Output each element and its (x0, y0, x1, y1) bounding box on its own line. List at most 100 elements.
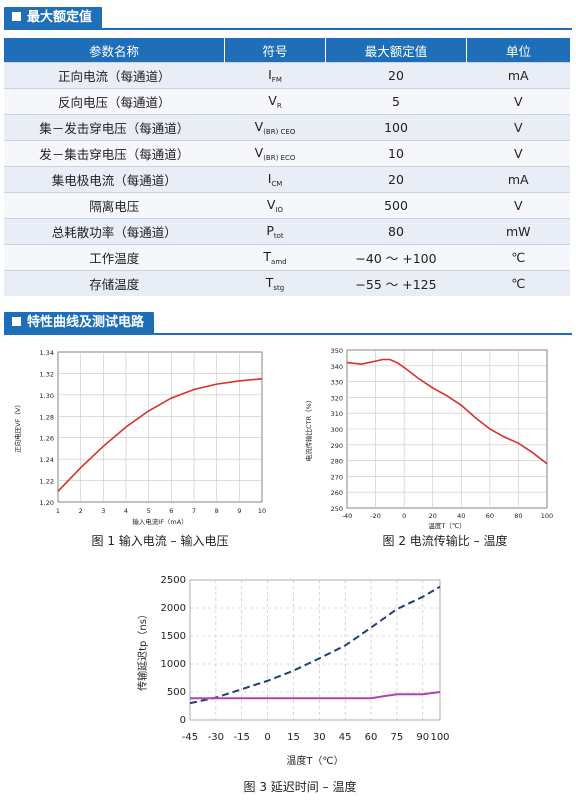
table-row: 正向电流（每通道） IFM 20 mA (4, 62, 570, 89)
x-tick-label: 100 (541, 512, 553, 520)
x-tick-label: 7 (192, 507, 196, 515)
param-name-cell: 工作温度 (4, 244, 225, 271)
x-tick-label: 3 (101, 507, 105, 515)
x-tick-label: 10 (258, 507, 266, 515)
plot-frame (189, 579, 441, 721)
y-axis-label: 正向电压VF（V） (13, 401, 22, 453)
chart-ctr-vs-temperature: -40 -20 0 20 40 60 80 100 250 260 270 280 290 300 310 3… (304, 347, 553, 530)
symbol-letter: I (267, 171, 272, 186)
series-line (190, 691, 441, 700)
series-line (189, 585, 441, 705)
x-tick-label: 0 (264, 732, 270, 743)
param-name-cell: 发－集击穿电压（每通道） (4, 140, 225, 167)
symbol-subscript: stg (273, 284, 285, 292)
y-tick-label: 1000 (161, 659, 186, 670)
y-tick-label: 1500 (161, 631, 186, 642)
symbol-cell: IFM (224, 62, 326, 89)
unit-cell: V (466, 114, 570, 141)
param-name-cell: 集－发击穿电压（每通道） (4, 114, 225, 141)
y-tick-label: 1.30 (40, 392, 54, 400)
symbol-cell: V(BR) ECO (224, 140, 326, 167)
symbol-letter: V (268, 93, 277, 108)
section-divider (4, 333, 572, 335)
symbol-letter: V (254, 145, 264, 160)
unit-cell: V (466, 192, 570, 219)
unit-cell: mW (466, 218, 570, 245)
x-tick-label: -15 (234, 732, 250, 743)
y-tick-label: 320 (331, 394, 343, 402)
chart-delay-vs-temperature: -45 -30 -15 0 15 30 45 60 75 90 100050010001500200… (136, 575, 450, 767)
symbol-cell: ICM (224, 166, 326, 193)
value-cell: 500 (325, 192, 467, 219)
x-axis-label: 温度T（℃） (428, 521, 465, 530)
y-tick-label: 260 (331, 489, 343, 497)
unit-cell: mA (466, 62, 570, 89)
unit-cell: mA (466, 166, 570, 193)
chart-caption: 图 1 输入电流 – 输入电压 (91, 534, 229, 548)
table-row: 隔离电压 VIO 500 V (4, 192, 570, 219)
y-tick-label: 1.28 (40, 413, 54, 421)
param-name-cell: 隔离电压 (4, 192, 225, 219)
symbol-subscript: (BR) CEO (263, 128, 296, 136)
x-tick-label: 75 (391, 732, 404, 743)
x-tick-label: -30 (208, 732, 224, 743)
table-row: 总耗散功率（每通道） Ptot 80 mW (4, 218, 570, 245)
section-divider (4, 28, 572, 30)
y-tick-label: 0 (180, 715, 186, 726)
series-line (57, 378, 263, 492)
column-header: 单位 (466, 38, 570, 63)
column-header: 参数名称 (4, 38, 225, 63)
value-cell: 20 (325, 166, 467, 193)
x-tick-label: 15 (287, 732, 300, 743)
square-bullet-icon (12, 12, 21, 21)
y-tick-label: 1.26 (40, 435, 54, 443)
symbol-letter: P (266, 223, 274, 238)
symbol-subscript: R (276, 102, 282, 110)
symbol-cell: V(BR) CEO (224, 114, 326, 141)
table-row: 反向电压（每通道） VR 5 V (4, 88, 570, 115)
table-row: 工作温度 Tamd −40 ～ +100 ℃ (4, 244, 570, 271)
symbol-letter: T (263, 249, 272, 264)
x-tick-label: 90 (416, 732, 429, 743)
symbol-subscript: (BR) ECO (263, 154, 296, 162)
x-tick-label: 60 (486, 512, 494, 520)
param-name-cell: 总耗散功率（每通道） (4, 218, 225, 245)
chart-input-voltage-vs-current: 1 2 3 4 5 6 7 8 9 10 1.20 1.22 1.24 1.26 1.28 1.30 1.32 1… (13, 349, 266, 526)
value-cell: 20 (325, 62, 467, 89)
x-tick-label: 9 (237, 507, 241, 515)
x-tick-label: 100 (430, 732, 449, 743)
param-name-cell: 正向电流（每通道） (4, 62, 225, 89)
y-tick-label: 2500 (161, 575, 186, 586)
table-header-row: 参数名称 符号 最大额定值 单位 (4, 38, 570, 63)
y-axis-label: 传输延迟tp（ns） (136, 609, 149, 691)
section-header-characteristics: 特性曲线及测试电路 (4, 312, 155, 334)
symbol-cell: Tamd (224, 244, 326, 271)
symbol-cell: VIO (224, 192, 326, 219)
x-tick-label: 20 (429, 512, 437, 520)
symbol-cell: VR (224, 88, 326, 115)
y-tick-label: 500 (167, 687, 186, 698)
y-tick-label: 340 (331, 363, 343, 371)
x-tick-label: 60 (365, 732, 378, 743)
x-tick-label: 1 (56, 507, 60, 515)
y-tick-label: 290 (331, 442, 343, 450)
symbol-subscript: FM (271, 76, 282, 84)
y-tick-label: 1.32 (40, 370, 54, 378)
y-tick-label: 1.34 (40, 349, 54, 357)
x-tick-label: -45 (182, 732, 198, 743)
section-title: 特性曲线及测试电路 (27, 315, 145, 330)
column-header: 最大额定值 (325, 38, 467, 63)
value-cell: 10 (325, 140, 467, 167)
symbol-cell: Ptot (224, 218, 326, 245)
y-tick-label: 330 (331, 379, 343, 387)
symbol-letter: V (266, 197, 276, 212)
param-name-cell: 存储温度 (4, 270, 225, 296)
max-ratings-table: 参数名称 符号 最大额定值 单位 正向电流（每通道） IFM 20 mA 反向电压（每通… (4, 38, 570, 296)
x-tick-label: 40 (457, 512, 465, 520)
param-name-cell: 集电极电流（每通道） (4, 166, 225, 193)
value-cell: 5 (325, 88, 467, 115)
x-axis-label: 输入电流IF（mA） (132, 517, 187, 526)
y-tick-label: 350 (331, 347, 343, 355)
x-tick-label: 6 (169, 507, 173, 515)
y-tick-label: 1.22 (40, 478, 54, 486)
